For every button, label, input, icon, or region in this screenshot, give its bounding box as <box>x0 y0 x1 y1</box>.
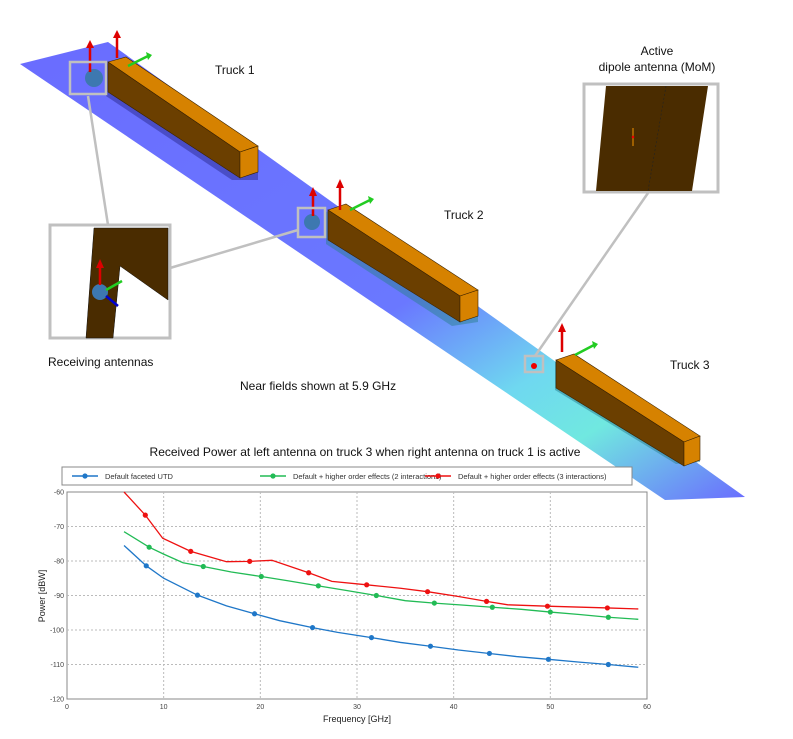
y-tick-label: -110 <box>51 662 65 669</box>
data-point <box>306 570 312 576</box>
data-point <box>188 548 194 554</box>
y-tick-label: -100 <box>50 628 64 635</box>
data-point <box>247 558 253 564</box>
truck-2-model <box>304 179 479 326</box>
data-point <box>200 563 206 570</box>
data-point <box>251 611 258 617</box>
data-point <box>424 589 431 595</box>
legend-label: Default + higher order effects (2 intera… <box>293 472 442 481</box>
data-point <box>315 583 321 589</box>
near-fields-label: Near fields shown at 5.9 GHz <box>240 379 396 393</box>
y-axis-label: Power [dBW] <box>37 570 47 623</box>
data-point <box>146 544 152 550</box>
legend-swatch-marker <box>435 473 441 479</box>
data-point <box>368 634 375 641</box>
data-point <box>547 609 553 615</box>
y-tick-label: -80 <box>54 559 64 566</box>
data-point <box>483 598 490 604</box>
truck-2-label: Truck 2 <box>444 208 484 222</box>
series-line <box>123 531 639 620</box>
data-point <box>142 512 148 518</box>
chart: Received Power at left antenna on truck … <box>37 445 651 724</box>
x-tick-label: 40 <box>450 704 458 711</box>
active-antenna-label-line1: Active <box>641 44 674 58</box>
y-tick-label: -60 <box>54 490 64 497</box>
truck-3-model <box>531 323 701 467</box>
callout-lines <box>68 60 650 374</box>
series-1 <box>123 544 639 668</box>
y-tick-label: -120 <box>50 697 64 704</box>
receiving-antennas-label: Receiving antennas <box>48 355 153 369</box>
data-point <box>258 573 264 580</box>
x-tick-label: 50 <box>546 704 554 711</box>
chart-title: Received Power at left antenna on truck … <box>150 445 581 459</box>
data-point <box>545 656 552 662</box>
receiving-antenna-inset <box>48 223 172 340</box>
x-tick-label: 20 <box>256 704 264 711</box>
x-tick-label: 0 <box>65 704 69 711</box>
y-tick-label: -70 <box>54 524 64 531</box>
truck-1-label: Truck 1 <box>215 63 255 77</box>
series-line <box>123 491 639 610</box>
data-point <box>143 563 149 569</box>
x-tick-label: 30 <box>353 704 361 711</box>
data-point <box>364 582 370 588</box>
x-tick-label: 60 <box>643 704 651 711</box>
y-tick-label: -90 <box>54 593 64 600</box>
data-point <box>309 624 316 631</box>
legend-swatch-marker <box>82 473 88 479</box>
data-point <box>373 592 379 599</box>
series-3 <box>123 491 639 611</box>
data-point <box>605 614 611 620</box>
data-point <box>427 643 434 649</box>
legend-label: Default faceted UTD <box>105 472 174 481</box>
x-axis-label: Frequency [GHz] <box>323 714 391 724</box>
data-point <box>194 592 201 598</box>
truck-1-model <box>85 30 259 180</box>
series-2 <box>123 531 639 620</box>
data-point <box>604 605 610 611</box>
data-point <box>605 661 611 668</box>
legend-swatch-marker <box>270 473 276 479</box>
active-antenna-label-line2: dipole antenna (MoM) <box>599 60 716 74</box>
data-point <box>431 600 437 606</box>
data-point <box>544 603 551 609</box>
scene: Truck 1 Truck 2 Truck 3 Active dipole an… <box>20 30 745 500</box>
legend-label: Default + higher order effects (3 intera… <box>458 472 607 481</box>
dipole-antenna-inset <box>582 82 720 194</box>
x-tick-label: 10 <box>160 704 168 711</box>
data-point <box>489 604 495 610</box>
truck-3-label: Truck 3 <box>670 358 710 372</box>
legend: Default faceted UTD Default + higher orde… <box>61 466 633 486</box>
data-point <box>486 650 493 657</box>
